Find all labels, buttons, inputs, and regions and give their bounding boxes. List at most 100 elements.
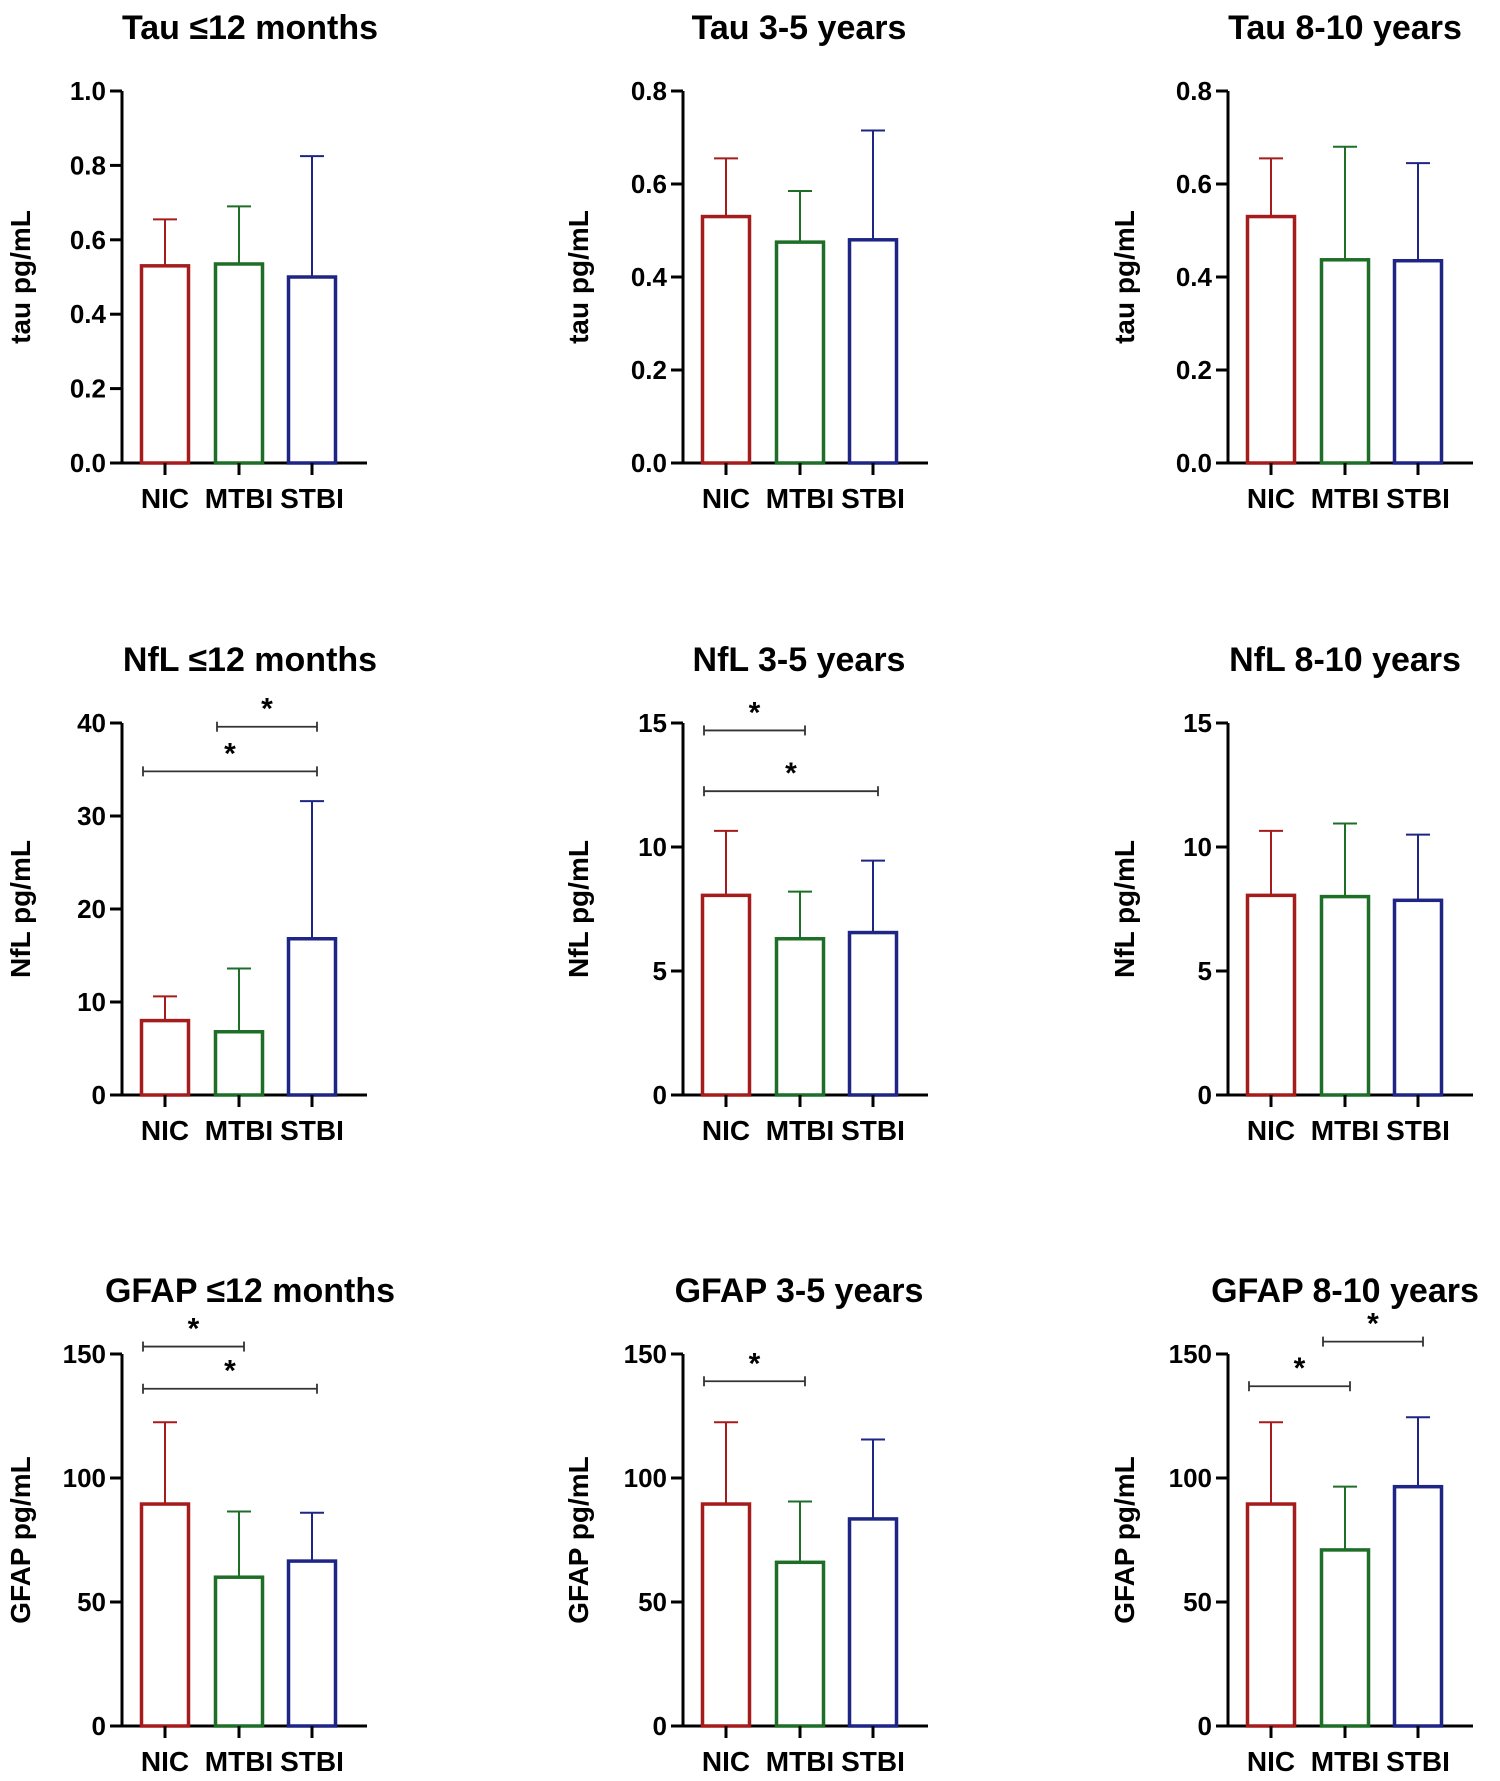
x-tick-label-stbi: STBI bbox=[841, 1746, 905, 1777]
x-tick-label-mtbi: MTBI bbox=[1311, 1115, 1379, 1146]
bar-mtbi bbox=[213, 1575, 265, 1728]
x-tick-label-nic: NIC bbox=[1247, 483, 1295, 514]
chart-title: GFAP 3-5 years bbox=[675, 1272, 924, 1310]
bar-mtbi bbox=[774, 240, 826, 465]
y-axis-label: GFAP pg/mL bbox=[563, 1456, 594, 1624]
x-tick-label-stbi: STBI bbox=[280, 1115, 344, 1146]
x-tick-label-nic: NIC bbox=[141, 1115, 189, 1146]
bar-nic bbox=[700, 214, 752, 465]
y-tick-label: 50 bbox=[1183, 1587, 1212, 1617]
x-tick-label-stbi: STBI bbox=[280, 483, 344, 514]
y-tick-label: 10 bbox=[1183, 832, 1212, 862]
bar-nic bbox=[1245, 214, 1297, 465]
y-tick-label: 0.0 bbox=[631, 448, 667, 478]
significance-star: * bbox=[749, 696, 761, 729]
y-tick-label: 0.4 bbox=[631, 262, 668, 292]
y-tick-label: 0.0 bbox=[1176, 448, 1212, 478]
x-tick-label-mtbi: MTBI bbox=[205, 1115, 273, 1146]
significance-star: * bbox=[1294, 1352, 1306, 1385]
y-tick-label: 100 bbox=[1169, 1463, 1212, 1493]
chart-title: Tau ≤12 months bbox=[122, 9, 378, 47]
bar-mtbi bbox=[774, 1560, 826, 1728]
y-axis-label: NfL pg/mL bbox=[5, 840, 36, 978]
y-tick-label: 100 bbox=[63, 1463, 106, 1493]
y-axis-label: tau pg/mL bbox=[5, 210, 36, 344]
x-tick-label-nic: NIC bbox=[141, 1746, 189, 1777]
x-tick-label-nic: NIC bbox=[1247, 1115, 1295, 1146]
significance-star: * bbox=[224, 1355, 236, 1388]
y-tick-label: 0 bbox=[92, 1080, 106, 1110]
y-tick-label: 0.8 bbox=[70, 150, 106, 180]
chart-title: Tau 8-10 years bbox=[1228, 9, 1462, 47]
y-tick-label: 0.6 bbox=[631, 169, 667, 199]
bar-mtbi bbox=[774, 937, 826, 1097]
x-tick-label-nic: NIC bbox=[141, 483, 189, 514]
chart-3: Tau 8-10 years tau pg/mL 0.0 0.2 0.4 0.6 0.8 NI… bbox=[1109, 9, 1473, 514]
significance-star: * bbox=[188, 1313, 200, 1346]
y-tick-label: 0.6 bbox=[70, 225, 106, 255]
y-axis-label: tau pg/mL bbox=[1109, 210, 1140, 344]
y-tick-label: 20 bbox=[77, 894, 106, 924]
y-tick-label: 40 bbox=[77, 708, 106, 738]
y-tick-label: 150 bbox=[1169, 1339, 1212, 1369]
bar-mtbi bbox=[213, 1030, 265, 1097]
y-axis-label: GFAP pg/mL bbox=[1109, 1456, 1140, 1624]
significance-star: * bbox=[785, 757, 797, 790]
x-tick-label-nic: NIC bbox=[1247, 1746, 1295, 1777]
bar-stbi bbox=[847, 1517, 899, 1728]
bar-nic bbox=[1245, 1502, 1297, 1728]
y-tick-label: 30 bbox=[77, 801, 106, 831]
x-tick-label-stbi: STBI bbox=[841, 483, 905, 514]
chart-5: NfL 3-5 years NfL pg/mL 0 5 10 15 NIC MTBI STBI *… bbox=[563, 641, 928, 1146]
bar-nic bbox=[700, 1502, 752, 1728]
y-tick-label: 10 bbox=[77, 987, 106, 1017]
y-tick-label: 0 bbox=[1198, 1711, 1212, 1741]
chart-title: NfL 3-5 years bbox=[693, 641, 906, 679]
significance-star: * bbox=[261, 693, 273, 726]
bar-mtbi bbox=[213, 262, 265, 465]
y-tick-label: 0.2 bbox=[1176, 355, 1212, 385]
x-tick-label-mtbi: MTBI bbox=[1311, 1746, 1379, 1777]
x-tick-label-mtbi: MTBI bbox=[205, 1746, 273, 1777]
bar-stbi bbox=[847, 238, 899, 465]
significance-star: * bbox=[749, 1347, 761, 1380]
y-tick-label: 0.2 bbox=[631, 355, 667, 385]
bar-stbi bbox=[286, 275, 338, 465]
y-tick-label: 0.4 bbox=[70, 299, 107, 329]
y-tick-label: 0 bbox=[653, 1080, 667, 1110]
y-tick-label: 1.0 bbox=[70, 76, 106, 106]
y-tick-label: 0 bbox=[653, 1711, 667, 1741]
x-tick-label-mtbi: MTBI bbox=[205, 483, 273, 514]
bar-stbi bbox=[1392, 898, 1444, 1097]
significance-star: * bbox=[1367, 1308, 1379, 1341]
y-tick-label: 0 bbox=[1198, 1080, 1212, 1110]
y-tick-label: 150 bbox=[63, 1339, 106, 1369]
y-axis-label: NfL pg/mL bbox=[1109, 840, 1140, 978]
y-tick-label: 50 bbox=[638, 1587, 667, 1617]
bar-stbi bbox=[1392, 1484, 1444, 1728]
chart-6: NfL 8-10 years NfL pg/mL 0 5 10 15 NIC MTBI STBI bbox=[1109, 641, 1473, 1146]
x-tick-label-mtbi: MTBI bbox=[1311, 483, 1379, 514]
bar-mtbi bbox=[1319, 894, 1371, 1097]
bar-nic bbox=[700, 893, 752, 1097]
y-tick-label: 15 bbox=[638, 708, 667, 738]
y-tick-label: 15 bbox=[1183, 708, 1212, 738]
y-axis-label: tau pg/mL bbox=[563, 210, 594, 344]
y-axis-label: GFAP pg/mL bbox=[5, 1456, 36, 1624]
x-tick-label-stbi: STBI bbox=[280, 1746, 344, 1777]
bar-nic bbox=[139, 1502, 191, 1728]
chart-4: NfL ≤12 months NfL pg/mL 0 10 20 30 40 NIC MTBI S… bbox=[5, 641, 377, 1146]
bar-stbi bbox=[1392, 258, 1444, 465]
chart-9: GFAP 8-10 years GFAP pg/mL 0 50 100 150 NIC MTB… bbox=[1109, 1272, 1479, 1777]
chart-7: GFAP ≤12 months GFAP pg/mL 0 50 100 150 NIC MTB… bbox=[5, 1272, 395, 1777]
x-tick-label-nic: NIC bbox=[702, 1746, 750, 1777]
y-tick-label: 0.6 bbox=[1176, 169, 1212, 199]
bar-mtbi bbox=[1319, 258, 1371, 465]
x-tick-label-mtbi: MTBI bbox=[766, 483, 834, 514]
chart-title: NfL ≤12 months bbox=[123, 641, 377, 679]
y-tick-label: 5 bbox=[1198, 956, 1212, 986]
x-tick-label-stbi: STBI bbox=[1386, 483, 1450, 514]
chart-title: Tau 3-5 years bbox=[692, 9, 907, 47]
x-tick-label-stbi: STBI bbox=[1386, 1746, 1450, 1777]
